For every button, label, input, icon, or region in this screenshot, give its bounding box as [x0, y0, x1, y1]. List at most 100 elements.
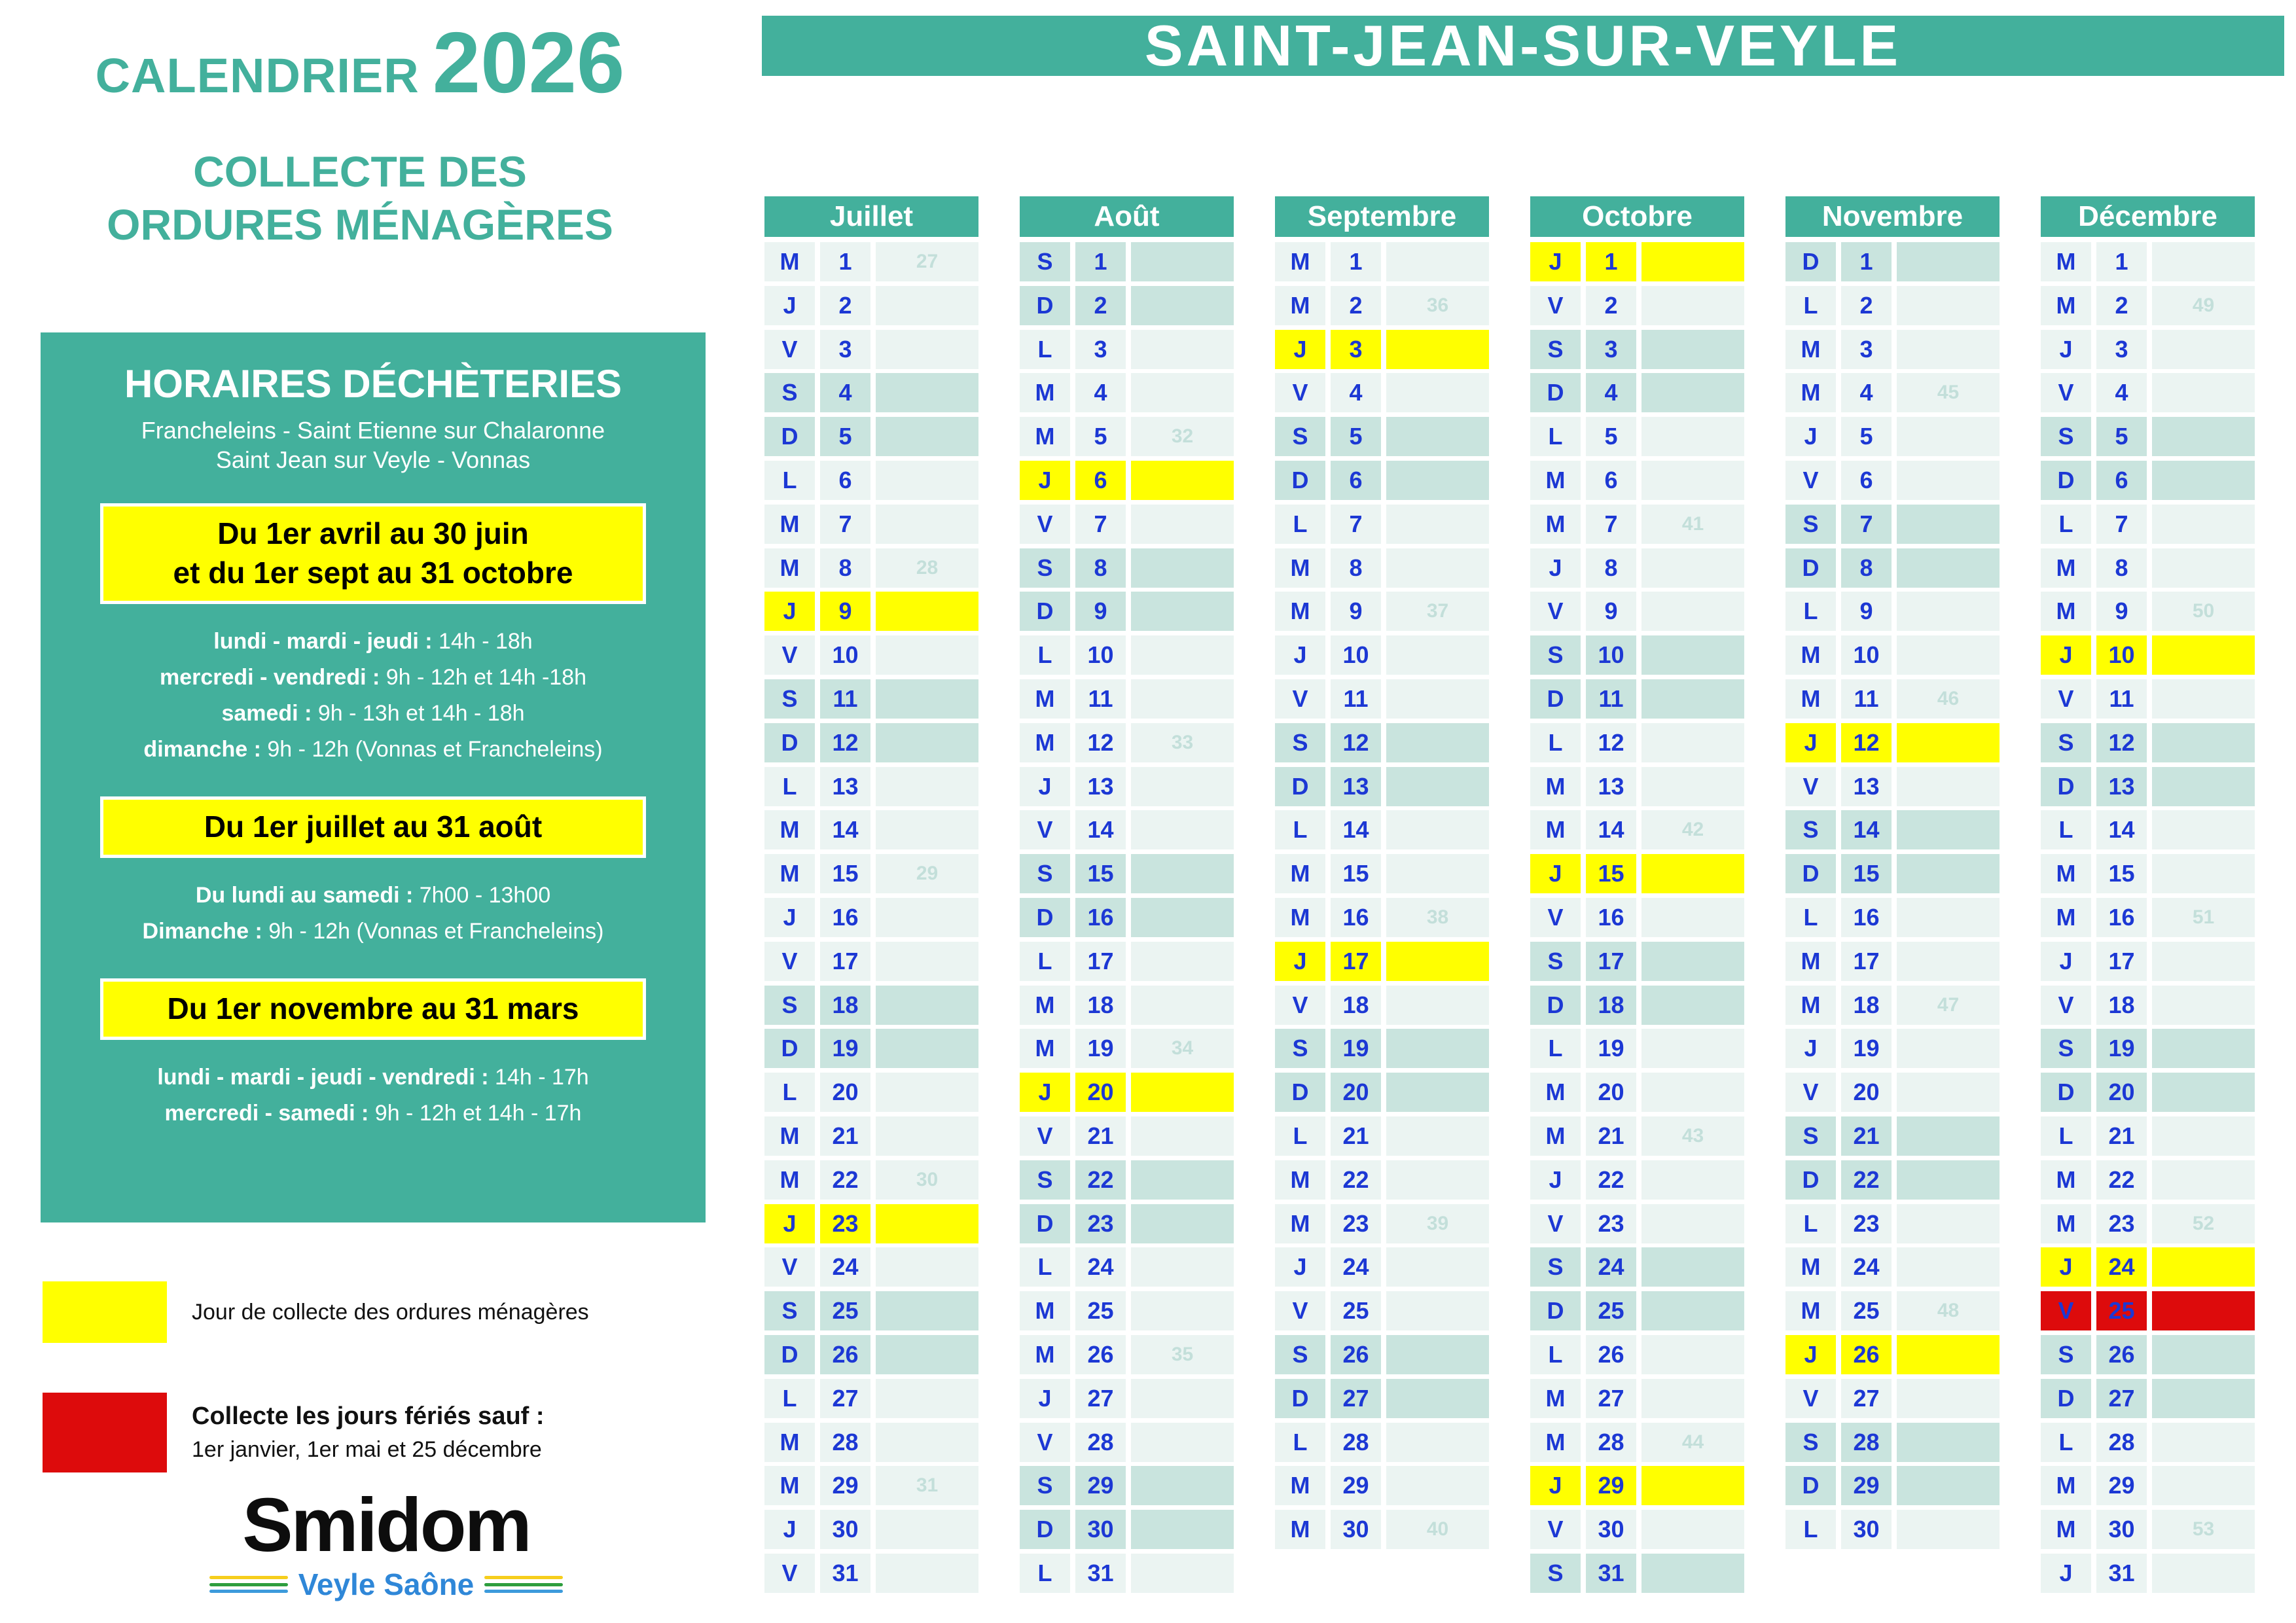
- hours-value: 9h - 12h (Vonnas et Francheleins): [268, 918, 604, 944]
- day-letter-cell: M: [1275, 1204, 1325, 1243]
- week-number-cell: [2152, 810, 2255, 850]
- day-letter-cell: L: [1020, 329, 1070, 369]
- day-row: M 28 44: [1530, 1422, 1744, 1462]
- day-number-cell: 30: [1841, 1510, 1892, 1550]
- week-number-cell: [1131, 1510, 1234, 1550]
- day-number-cell: 19: [1331, 1029, 1381, 1069]
- day-number-cell: 11: [2096, 679, 2147, 719]
- week-number-cell: [876, 373, 978, 413]
- day-row: J 10: [1275, 635, 1489, 675]
- day-letter-cell: V: [1785, 766, 1836, 806]
- day-number-cell: 4: [2096, 373, 2147, 413]
- day-letter-cell: M: [764, 1160, 815, 1200]
- week-number-cell: [1386, 373, 1489, 413]
- day-letter-cell: M: [764, 1466, 815, 1506]
- day-letter-cell: S: [764, 373, 815, 413]
- week-number-cell: [876, 1334, 978, 1374]
- day-number-cell: 25: [2096, 1291, 2147, 1331]
- day-letter-cell: V: [1785, 1073, 1836, 1113]
- day-number-cell: 25: [1331, 1291, 1381, 1331]
- week-number-cell: 53: [2152, 1510, 2255, 1550]
- day-number-cell: 21: [1586, 1116, 1636, 1156]
- day-number-cell: 8: [1331, 548, 1381, 588]
- day-letter-cell: J: [1785, 722, 1836, 762]
- day-number-cell: 22: [1586, 1160, 1636, 1200]
- week-number-cell: 36: [1386, 285, 1489, 325]
- hours-value: 9h - 12h (Vonnas et Francheleins): [267, 736, 603, 762]
- day-letter-cell: V: [1275, 373, 1325, 413]
- day-row: J 17: [2041, 941, 2255, 981]
- week-number-cell: 41: [1641, 504, 1744, 544]
- sites-line-2: Saint Jean sur Veyle - Vonnas: [215, 446, 531, 473]
- hours-value: 9h - 13h et 14h - 18h: [317, 700, 525, 726]
- week-number-cell: [1386, 722, 1489, 762]
- page-title: CALENDRIER 2026: [26, 13, 694, 112]
- day-number-cell: 25: [1586, 1291, 1636, 1331]
- day-row: M 10: [1785, 635, 2000, 675]
- month-header: Décembre: [2041, 196, 2255, 237]
- day-letter-cell: J: [1785, 417, 1836, 457]
- day-number-cell: 2: [1841, 285, 1892, 325]
- day-number-cell: 21: [1841, 1116, 1892, 1156]
- day-row: V 16: [1530, 897, 1744, 937]
- day-row: L 23: [1785, 1204, 2000, 1243]
- week-number-cell: [2152, 941, 2255, 981]
- day-number-cell: 21: [820, 1116, 870, 1156]
- week-number-cell: [1897, 1029, 2000, 1069]
- day-number-cell: 22: [820, 1160, 870, 1200]
- day-letter-cell: L: [764, 460, 815, 500]
- day-row: M 1 27: [764, 242, 978, 281]
- day-letter-cell: L: [1530, 417, 1581, 457]
- day-number-cell: 24: [1841, 1247, 1892, 1287]
- week-number-cell: [1641, 1466, 1744, 1506]
- day-number-cell: 13: [1841, 766, 1892, 806]
- day-number-cell: 1: [1841, 242, 1892, 281]
- day-number-cell: 18: [1331, 985, 1381, 1025]
- week-number-cell: [876, 1510, 978, 1550]
- day-row: D 25: [1530, 1291, 1744, 1331]
- day-letter-cell: D: [1020, 1510, 1070, 1550]
- day-letter-cell: J: [764, 592, 815, 632]
- week-number-cell: [1386, 766, 1489, 806]
- sites-line-1: Francheleins - Saint Etienne sur Chalaro…: [141, 417, 605, 444]
- day-number-cell: 29: [1841, 1466, 1892, 1506]
- week-number-cell: [1897, 1073, 2000, 1113]
- week-number-cell: 42: [1641, 810, 1744, 850]
- week-number-cell: [876, 1116, 978, 1156]
- week-number-cell: [1131, 242, 1234, 281]
- week-number-cell: [2152, 985, 2255, 1025]
- day-letter-cell: J: [1530, 1160, 1581, 1200]
- day-number-cell: 14: [1075, 810, 1126, 850]
- week-number-cell: 38: [1386, 897, 1489, 937]
- week-number-cell: [2152, 635, 2255, 675]
- day-letter-cell: S: [764, 985, 815, 1025]
- day-letter-cell: V: [1275, 985, 1325, 1025]
- week-number-cell: [1641, 722, 1744, 762]
- day-row: D 19: [764, 1029, 978, 1069]
- day-row: D 22: [1785, 1160, 2000, 1200]
- day-letter-cell: V: [764, 635, 815, 675]
- day-row: M 16 51: [2041, 897, 2255, 937]
- day-number-cell: 5: [1331, 417, 1381, 457]
- day-number-cell: 17: [1075, 941, 1126, 981]
- day-letter-cell: V: [1530, 1204, 1581, 1243]
- day-number-cell: 2: [1586, 285, 1636, 325]
- week-number-cell: [2152, 1334, 2255, 1374]
- day-letter-cell: M: [764, 1116, 815, 1156]
- day-row: L 30: [1785, 1510, 2000, 1550]
